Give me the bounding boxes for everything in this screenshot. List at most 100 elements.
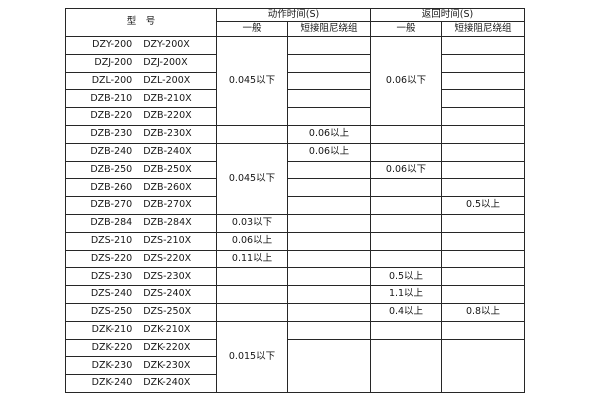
model-name: DZS-230X [143,270,192,282]
value-cell-act-damping: 0.06以上 [287,142,371,162]
model-name: DZB-284 [90,217,133,229]
value-cell-ret-general [370,178,442,198]
value-cell-ret-damping [441,267,525,287]
value-cell-act-general: 0.045以下 [216,142,288,215]
value-cell-act-general: 0.06以上 [216,231,288,251]
model-cell: DZB-240 DZB-240X [65,142,217,162]
value-cell-act-damping [287,196,371,215]
model-pair: DZB-270 DZB-270X [67,199,216,210]
value-cell-ret-damping: 0.8以上 [441,302,525,322]
model-name: DZS-250 [90,306,133,318]
table-header: 型 号 动作时间(S) 返回时间(S) 一般 短接阻尼绕组 一般 短接阻尼绕组 [65,8,525,37]
value-cell-ret-general [370,231,442,251]
model-pair: DZB-220 DZB-220X [67,110,216,122]
table-row: DZL-200 DZL-200X [65,71,525,91]
value-cell-ret-damping [441,178,525,198]
value-cell-act-general [216,124,288,144]
value-cell-act-damping: 0.06以上 [287,124,371,144]
table-row: DZS-230 DZS-230X 0.5以上 [65,267,525,287]
table-row: DZB-230 DZB-230X 0.06以上 [65,124,525,144]
value-cell-ret-damping [441,124,525,144]
model-name: DZK-230X [143,359,191,371]
value-cell-act-damping [287,302,371,322]
model-pair: DZB-240 DZB-240X [67,146,216,157]
spec-table: 型 号 动作时间(S) 返回时间(S) 一般 短接阻尼绕组 一般 短接阻尼绕组 … [65,8,525,393]
model-name: DZK-220 [91,341,133,353]
model-cell: DZS-240 DZS-240X [65,285,217,304]
table-row: DZB-250 DZB-250X 0.06以下 [65,160,525,180]
model-name: DZS-210X [143,234,192,246]
model-name: DZB-210 [90,92,133,104]
value-cell-ret-damping [441,89,525,109]
model-name: DZB-284X [143,217,192,229]
model-name: DZY-200 [92,39,133,51]
table-row: DZK-240 DZK-240X [65,374,525,393]
header-group-row: 型 号 动作时间(S) 返回时间(S) [65,8,525,37]
model-pair: DZB-284 DZB-284X [67,217,216,229]
header-action-general: 一般 [216,21,288,37]
value-cell-act-damping [287,320,371,340]
header-return-time: 返回时间(S) [370,8,525,22]
value-cell-act-damping [287,160,371,180]
value-cell-ret-damping: 0.5以上 [441,196,525,215]
value-cell-ret-general [370,142,442,162]
value-cell-act-general: 0.045以下 [216,36,288,126]
model-name: DZK-230 [91,359,133,371]
value-cell-ret-damping [441,71,525,91]
table-row: DZB-260 DZB-260X [65,178,525,198]
value-cell-ret-general [370,213,442,233]
table-row: DZK-220 DZK-220X [65,338,525,393]
value-cell-act-general: 0.03以下 [216,213,288,233]
model-name: DZB-220X [143,110,192,122]
table-row: DZS-250 DZS-250X 0.4以上 0.8以上 [65,302,525,322]
model-name: DZB-250 [90,163,133,175]
value-cell-act-damping [287,36,371,55]
model-cell: DZB-260 DZB-260X [65,178,217,198]
value-cell-act-damping [287,107,371,126]
value-cell-ret-damping [441,320,525,340]
model-name: DZB-210X [143,92,192,104]
header-sub-row: 一般 短接阻尼绕组 一般 短接阻尼绕组 [66,21,525,37]
model-pair: DZY-200 DZY-200X [67,39,216,51]
value-cell-ret-damping [441,107,525,126]
value-cell-act-general [216,267,288,287]
value-cell-ret-general [370,124,442,144]
model-cell: DZB-230 DZB-230X [65,124,217,144]
value-cell-ret-damping [441,213,525,233]
value-cell-act-damping [287,338,371,393]
table-row: DZB-210 DZB-210X [65,89,525,109]
value-cell-ret-general [370,320,442,340]
value-cell-act-damping [287,89,371,109]
model-name: DZK-210 [91,323,133,335]
value-cell-ret-damping [441,142,525,162]
table-row: DZS-240 DZS-240X 1.1以上 [65,285,525,304]
model-name: DZL-200 [91,74,133,86]
model-name: DZS-250X [143,306,192,318]
model-name: DZB-230 [90,128,133,140]
header-return-damping: 短接阻尼绕组 [441,21,525,37]
model-cell: DZB-210 DZB-210X [65,89,217,109]
table-row: DZB-240 DZB-240X 0.045以下 0.06以上 [65,142,525,215]
table-row: DZJ-200 DZJ-200X [65,53,525,73]
model-pair: DZB-260 DZB-260X [67,181,216,193]
value-cell-ret-damping [441,285,525,304]
table-body: DZY-200 DZY-200X 0.045以下 0.06以下 DZJ-200 DZJ-2… [65,36,525,393]
model-pair: DZB-230 DZB-230X [67,128,216,140]
model-pair: DZL-200 DZL-200X [67,74,216,86]
value-cell-ret-general [370,249,442,269]
model-cell: DZJ-200 DZJ-200X [65,53,217,73]
value-cell-act-damping [287,213,371,233]
model-name: DZB-260 [90,181,133,193]
value-cell-act-damping [287,178,371,198]
model-name: DZL-200X [143,74,191,86]
table-row: DZS-220 DZS-220X 0.11以上 [65,249,525,269]
model-name: DZB-260X [143,181,192,193]
model-cell: DZS-220 DZS-220X [65,249,217,269]
model-pair: DZS-240 DZS-240X [67,288,216,299]
value-cell-act-general: 0.11以上 [216,249,288,269]
value-cell-ret-damping [441,338,525,393]
model-cell: DZK-210 DZK-210X [65,320,217,340]
model-cell: DZS-210 DZS-210X [65,231,217,251]
model-name: DZB-250X [143,163,192,175]
